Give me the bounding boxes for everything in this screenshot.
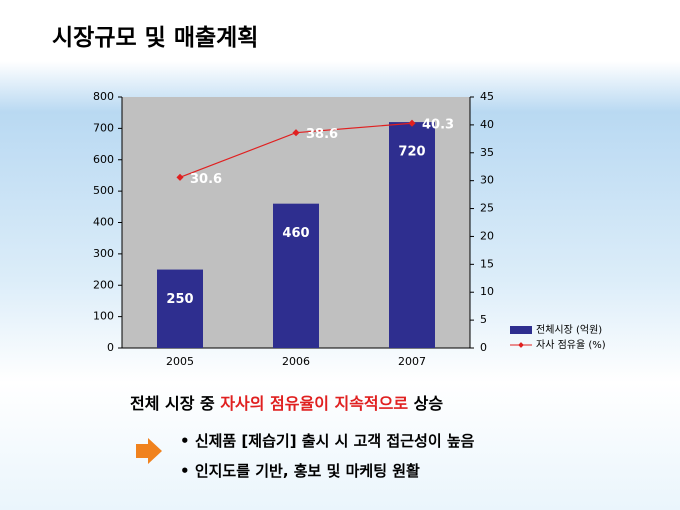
- y2-tick-label: 25: [480, 202, 494, 215]
- bar: [389, 122, 435, 348]
- y2-tick-label: 35: [480, 146, 494, 159]
- x-tick-label: 2007: [398, 355, 426, 368]
- y-tick-label: 0: [107, 341, 114, 354]
- y2-tick-label: 45: [480, 90, 494, 103]
- legend-label: 자사 점유율 (%): [536, 339, 606, 351]
- bullet-text: 신제품 [제습기] 출시 시 고객 접근성이 높음: [194, 432, 475, 450]
- slide-title: 시장규모 및 매출계획: [52, 25, 259, 51]
- y-tick-label: 200: [93, 278, 114, 291]
- summary-text: 상승: [408, 394, 444, 413]
- line-marker: [176, 173, 184, 181]
- legend-marker: [518, 342, 524, 348]
- line-label: 30.6: [190, 172, 222, 187]
- bar-label: 460: [282, 226, 309, 241]
- y-tick-label: 800: [93, 90, 114, 103]
- legend-label: 전체시장 (억원): [536, 324, 602, 336]
- y2-tick-label: 40: [480, 118, 494, 131]
- line-marker: [292, 129, 300, 137]
- summary: 전체 시장 중 자사의 점유율이 지속적으로 상승: [130, 390, 443, 414]
- arrow-icon: [136, 438, 162, 464]
- bar-label: 250: [166, 292, 193, 307]
- y-tick-label: 700: [93, 121, 114, 134]
- x-tick-label: 2006: [282, 355, 310, 368]
- summary-text: 전체 시장 중: [130, 394, 221, 413]
- line-label: 38.6: [306, 127, 338, 142]
- bar: [273, 203, 319, 348]
- y2-tick-label: 15: [480, 257, 494, 270]
- y-tick-label: 400: [93, 216, 114, 229]
- y2-tick-label: 30: [480, 174, 494, 187]
- bullet: • 신제품 [제습기] 출시 시 고객 접근성이 높음: [180, 432, 475, 450]
- bullet-text: 인지도를 기반, 홍보 및 마케팅 원활: [194, 462, 420, 480]
- summary-highlight: 자사의 점유율이 지속적으로: [220, 394, 409, 413]
- y-tick-label: 100: [93, 310, 114, 323]
- y2-tick-label: 10: [480, 285, 494, 298]
- y-tick-label: 300: [93, 247, 114, 260]
- y2-tick-label: 20: [480, 229, 494, 242]
- y2-tick-label: 0: [480, 341, 487, 354]
- bar: [157, 269, 203, 348]
- bar-label: 720: [398, 145, 425, 160]
- y-tick-label: 500: [93, 184, 114, 197]
- line-marker: [408, 119, 416, 127]
- line-label: 40.3: [422, 118, 454, 133]
- x-tick-label: 2005: [166, 355, 194, 368]
- y-tick-label: 600: [93, 153, 114, 166]
- legend-swatch: [510, 326, 532, 334]
- bullet: • 인지도를 기반, 홍보 및 마케팅 원활: [180, 462, 420, 480]
- y2-tick-label: 5: [480, 313, 487, 326]
